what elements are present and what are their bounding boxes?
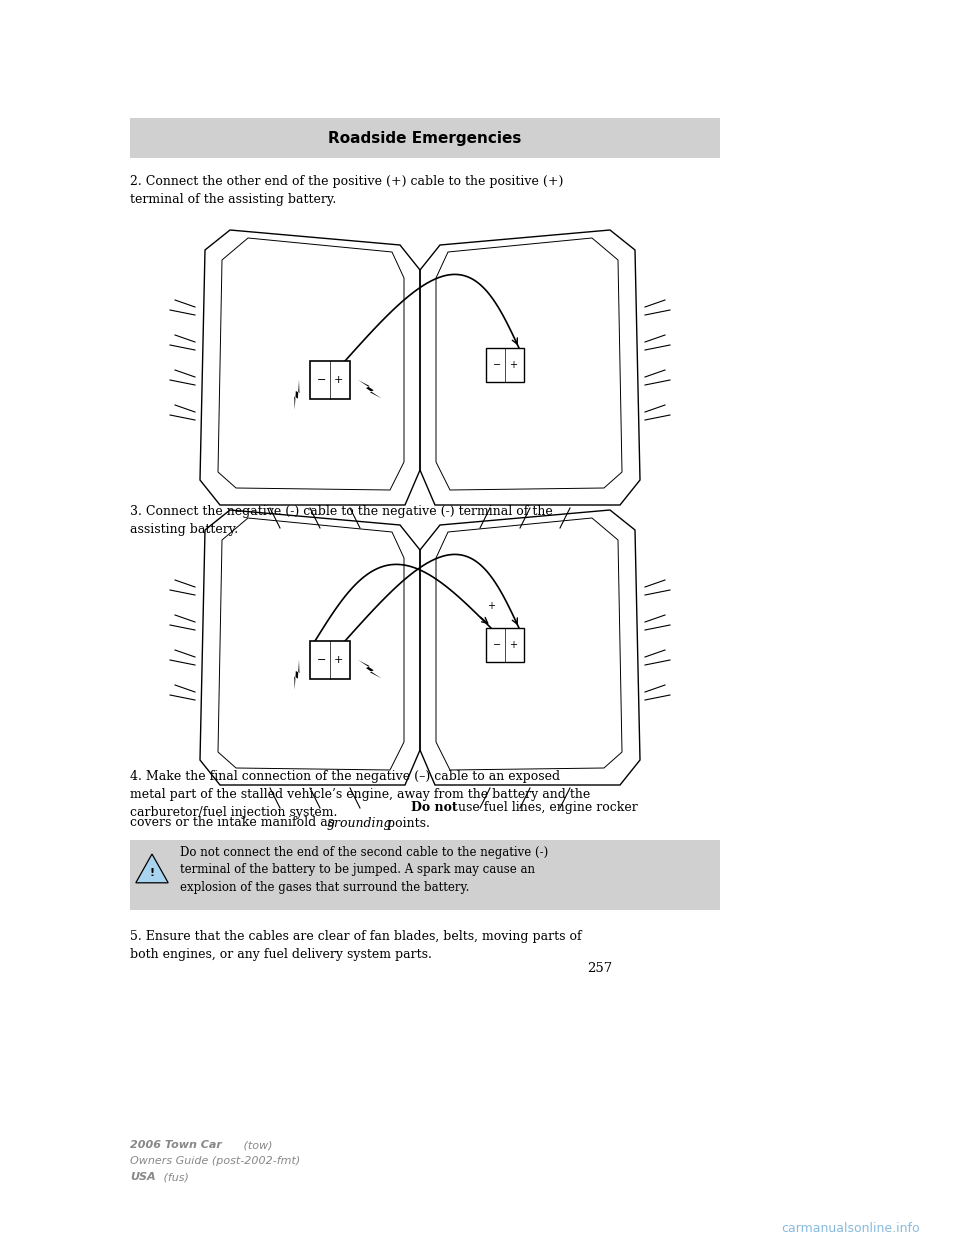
Text: +: + <box>509 360 517 370</box>
Text: 2006 Town Car: 2006 Town Car <box>130 1140 222 1150</box>
Text: 257: 257 <box>588 963 612 975</box>
Text: grounding: grounding <box>327 816 393 830</box>
FancyBboxPatch shape <box>130 118 720 158</box>
Polygon shape <box>358 380 382 399</box>
Text: (fus): (fus) <box>160 1172 189 1182</box>
Text: Do not: Do not <box>411 801 458 814</box>
Text: 4. Make the final connection of the negative (–) cable to an exposed
metal part : 4. Make the final connection of the nega… <box>130 770 590 818</box>
FancyBboxPatch shape <box>130 840 720 910</box>
Text: −: − <box>492 640 501 650</box>
Text: 2. Connect the other end of the positive (+) cable to the positive (+)
terminal : 2. Connect the other end of the positive… <box>130 175 564 206</box>
Polygon shape <box>358 660 382 678</box>
Text: Do not connect the end of the second cable to the negative (-)
terminal of the b: Do not connect the end of the second cab… <box>180 846 548 894</box>
Text: points.: points. <box>383 816 430 830</box>
Text: (tow): (tow) <box>240 1140 273 1150</box>
Text: use fuel lines, engine rocker: use fuel lines, engine rocker <box>454 801 637 814</box>
FancyBboxPatch shape <box>486 348 524 383</box>
Text: −: − <box>492 360 501 370</box>
Text: −: − <box>318 655 326 664</box>
Text: covers or the intake manifold as: covers or the intake manifold as <box>130 816 338 830</box>
Text: carmanualsonline.info: carmanualsonline.info <box>781 1222 920 1235</box>
Text: Roadside Emergencies: Roadside Emergencies <box>328 130 521 145</box>
Text: !: ! <box>150 868 155 878</box>
Text: −: − <box>318 375 326 385</box>
Polygon shape <box>294 380 300 410</box>
FancyBboxPatch shape <box>310 361 350 399</box>
Polygon shape <box>135 854 168 883</box>
Text: 5. Ensure that the cables are clear of fan blades, belts, moving parts of
both e: 5. Ensure that the cables are clear of f… <box>130 930 582 961</box>
Polygon shape <box>294 660 300 689</box>
Text: USA: USA <box>130 1172 156 1182</box>
FancyBboxPatch shape <box>486 628 524 662</box>
Text: Owners Guide (post-2002-fmt): Owners Guide (post-2002-fmt) <box>130 1156 300 1166</box>
Text: +: + <box>333 655 343 664</box>
Text: +: + <box>333 375 343 385</box>
Text: +: + <box>509 640 517 650</box>
Text: +: + <box>487 601 495 611</box>
Text: 3. Connect the negative (-) cable to the negative (-) terminal of the
assisting : 3. Connect the negative (-) cable to the… <box>130 505 553 537</box>
FancyBboxPatch shape <box>310 641 350 679</box>
